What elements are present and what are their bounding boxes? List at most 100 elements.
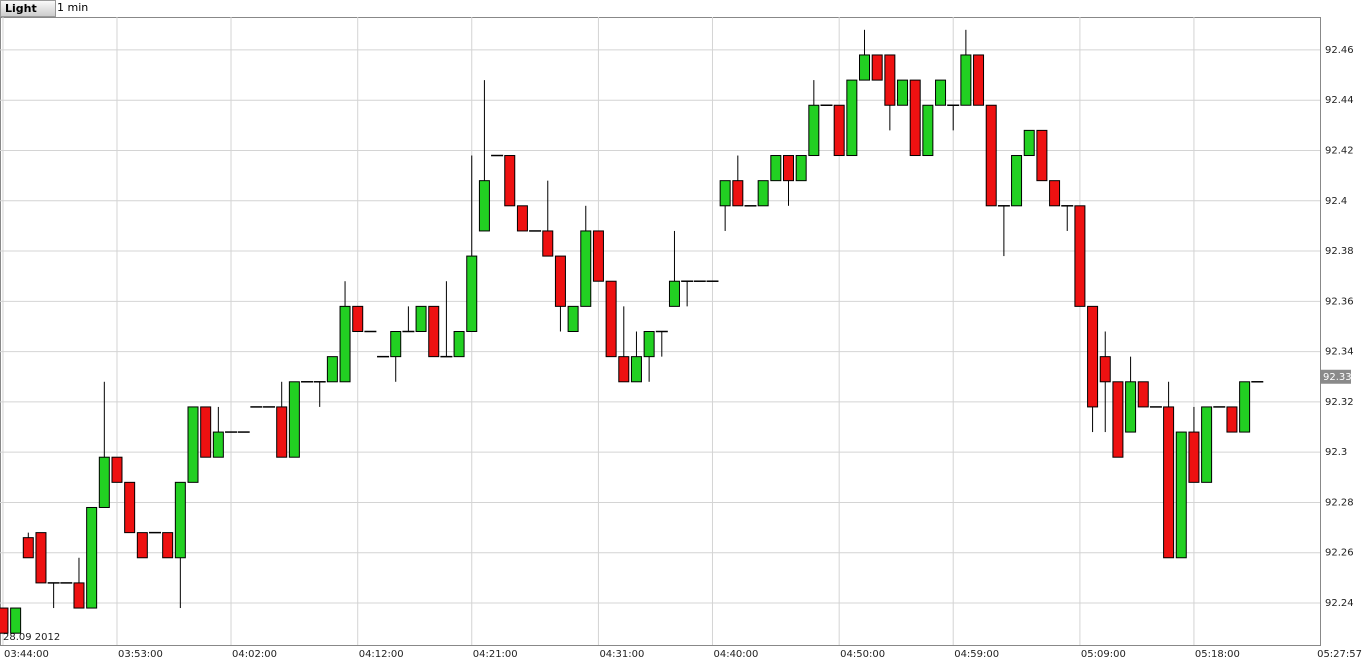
candle-body <box>1011 155 1023 207</box>
candle-body <box>846 79 858 157</box>
candle-body <box>605 280 617 358</box>
candle-body <box>162 532 174 559</box>
candle-body <box>200 406 212 458</box>
candle-body <box>22 537 34 559</box>
x-tick-label: 04:12:00 <box>359 649 404 660</box>
timeframe: 1 min <box>57 1 89 14</box>
candle-body <box>922 104 934 157</box>
candle-body <box>0 607 9 634</box>
candle-body <box>35 532 47 584</box>
candle-body <box>428 305 440 358</box>
y-tick-label: 92.36 <box>1325 296 1354 307</box>
candle-body <box>973 54 985 106</box>
candle-body <box>516 205 528 232</box>
x-tick-label: 04:21:00 <box>473 649 518 660</box>
candle-body <box>719 180 731 207</box>
candle-body <box>1188 431 1200 483</box>
y-tick-label: 92.4 <box>1325 196 1347 207</box>
candle-body <box>288 381 300 458</box>
candle-body <box>643 331 655 358</box>
candle-body <box>466 255 478 333</box>
candle-body <box>1087 305 1099 408</box>
x-tick-label: 03:53:00 <box>118 649 163 660</box>
candle-body <box>326 356 338 383</box>
candle-body <box>1163 406 1175 559</box>
candle-body <box>86 506 98 609</box>
y-tick-label: 92.3 <box>1325 447 1347 458</box>
candle-body <box>808 104 820 157</box>
current-price-box <box>1321 369 1351 384</box>
candle-body <box>795 155 807 182</box>
x-tick-label: 05:09:00 <box>1081 649 1126 660</box>
candle-body <box>668 280 680 307</box>
y-tick-label: 92.26 <box>1325 548 1354 559</box>
candle-body <box>415 305 427 333</box>
candle-body <box>339 305 351 383</box>
candle-body <box>453 331 465 358</box>
symbol-button[interactable]: Light <box>0 0 56 17</box>
candle-body <box>1201 406 1213 483</box>
candle-body <box>770 155 782 182</box>
candle-body <box>1023 129 1035 157</box>
y-tick-label: 92.44 <box>1325 95 1354 106</box>
y-tick-label: 92.46 <box>1325 45 1354 56</box>
candle-body <box>592 230 604 282</box>
x-tick-label: 04:31:00 <box>599 649 644 660</box>
candle-body <box>1049 180 1061 207</box>
candle-body <box>884 54 896 106</box>
candle-body <box>960 54 972 106</box>
candle-body <box>935 79 947 106</box>
candle-body <box>782 155 794 182</box>
candle-body <box>478 180 490 232</box>
x-tick-label: 04:50:00 <box>840 649 885 660</box>
y-tick-label: 92.42 <box>1325 145 1354 156</box>
candle-body <box>1137 381 1149 408</box>
candle-body <box>98 456 110 508</box>
candle-body <box>909 79 921 157</box>
y-tick-label: 92.32 <box>1325 397 1354 408</box>
candle-body <box>897 79 909 106</box>
candle-body <box>1112 381 1124 458</box>
candle-body <box>111 456 123 483</box>
candle-body <box>1074 205 1086 307</box>
candle-body <box>1175 431 1187 559</box>
candle-body <box>276 406 288 458</box>
candle-body <box>757 180 769 207</box>
date-label: 28.09 2012 <box>3 632 60 643</box>
plot-frame <box>0 17 1321 646</box>
candle-body <box>136 532 148 559</box>
y-tick-label: 92.34 <box>1325 347 1354 358</box>
candle-body <box>1125 381 1137 433</box>
candle-body <box>1239 381 1251 433</box>
candle-body <box>630 356 642 383</box>
x-tick-label: 05:27:57 <box>1317 649 1362 660</box>
candle-body <box>618 356 630 383</box>
x-tick-label: 04:02:00 <box>232 649 277 660</box>
y-tick-label: 92.28 <box>1325 497 1354 508</box>
candle-body <box>985 104 997 207</box>
candle-body <box>124 481 136 534</box>
candle-body <box>212 431 224 458</box>
candle-body <box>187 406 199 483</box>
candle-body <box>504 155 516 207</box>
x-tick-label: 04:40:00 <box>713 649 758 660</box>
candle-body <box>567 305 579 333</box>
candle-body <box>871 54 883 81</box>
y-tick-label: 92.38 <box>1325 246 1354 257</box>
candle-body <box>73 582 85 609</box>
candle-body <box>1099 356 1111 383</box>
candle-body <box>732 180 744 207</box>
x-tick-label: 05:18:00 <box>1195 649 1240 660</box>
candle-body <box>1036 129 1048 182</box>
candle-body <box>580 230 592 307</box>
candle-body <box>352 305 364 333</box>
x-tick-label: 04:59:00 <box>954 649 999 660</box>
candle-body <box>542 230 554 257</box>
current-price-label: 92.33 <box>1323 372 1352 383</box>
candle-body <box>859 54 871 81</box>
candle-body <box>10 607 22 634</box>
candle-body <box>390 331 402 358</box>
candle-body <box>174 481 186 559</box>
